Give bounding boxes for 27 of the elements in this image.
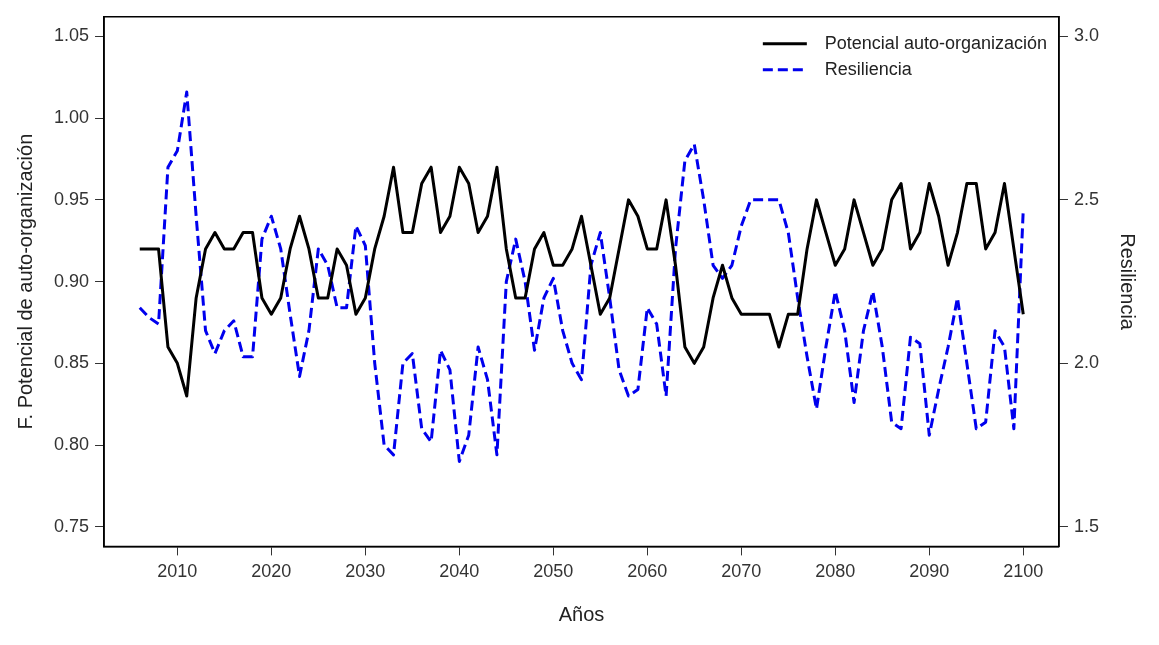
y-axis-title: F. Potencial de auto-organización (13, 133, 36, 430)
x-tick-label: 2020 (251, 561, 292, 582)
x-tick-label: 2060 (627, 561, 668, 582)
y-tick-label: 0.95 (53, 188, 90, 209)
x-axis-title: Años (558, 602, 605, 625)
y-tick-label: 0.75 (53, 515, 90, 536)
x-tick-label: 2080 (815, 561, 856, 582)
x-tick-label: 2050 (533, 561, 574, 582)
y2-tick-label: 3.0 (1073, 25, 1100, 46)
y-tick-label: 0.90 (53, 270, 90, 291)
y2-tick-label: 1.5 (1073, 515, 1100, 536)
y-tick-label: 0.80 (53, 434, 90, 455)
line-series (138, 90, 1025, 463)
y-tick-label: 0.85 (53, 352, 90, 373)
y-tick-label: 1.00 (53, 107, 90, 128)
y2-tick-label: 2.5 (1073, 188, 1100, 209)
y2-tick-label: 2.0 (1073, 352, 1100, 373)
y-tick-label: 1.05 (53, 25, 90, 46)
x-tick-label: 2090 (909, 561, 950, 582)
legend-label: Resiliencia (824, 58, 913, 79)
x-tick-label: 2040 (439, 561, 480, 582)
x-tick-label: 2010 (157, 561, 198, 582)
y2-axis-title: Resiliencia (1117, 233, 1140, 331)
x-tick-label: 2030 (345, 561, 386, 582)
legend-label: Potencial auto-organización (824, 32, 1047, 53)
x-tick-label: 2070 (721, 561, 762, 582)
x-tick-label: 2100 (1003, 561, 1044, 582)
